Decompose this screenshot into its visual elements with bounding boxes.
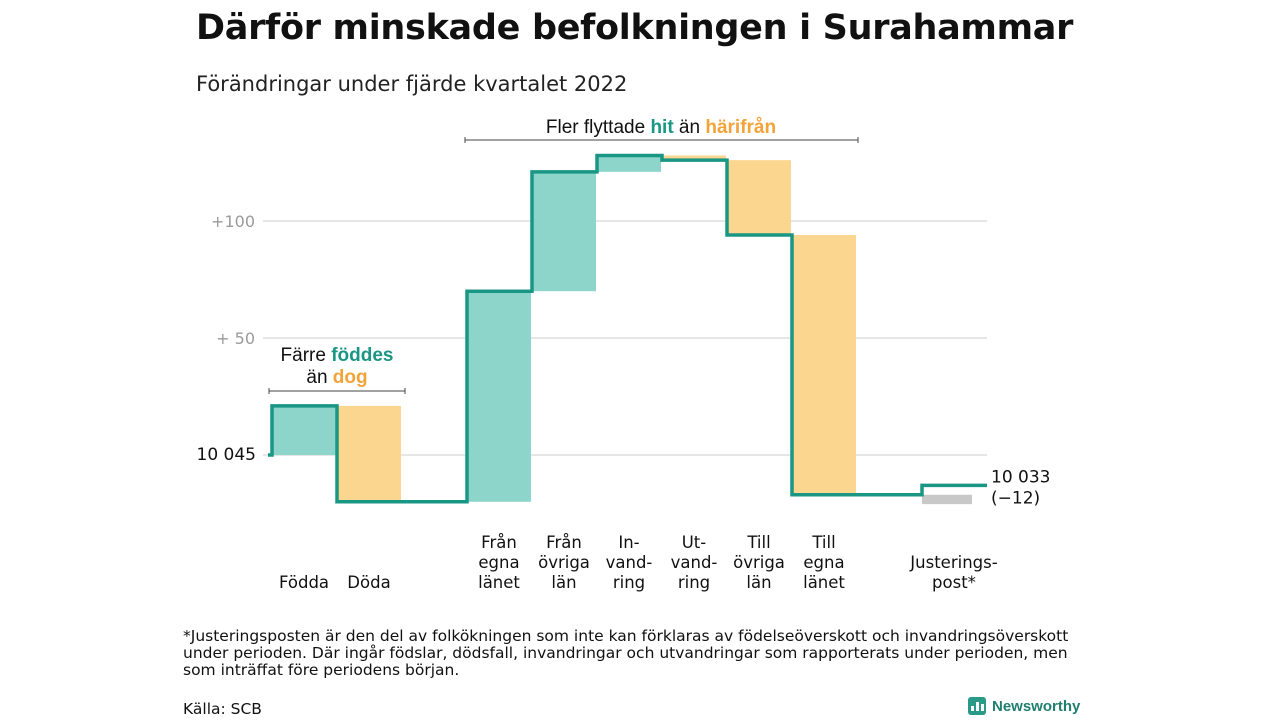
category-label: övriga	[733, 553, 785, 572]
category-label: vand-	[671, 553, 718, 572]
moves-annotation-part: än	[674, 117, 706, 138]
category-label: Ut-	[682, 533, 707, 552]
bar-2	[467, 291, 531, 502]
births-annotation-part: än	[306, 367, 332, 388]
brand-logo: Newsworthy	[968, 697, 1080, 715]
births-annotation-part: föddes	[331, 345, 393, 366]
y-tick-label: + 50	[216, 329, 255, 348]
category-label: län	[551, 573, 576, 592]
moves-annotation-part: hit	[650, 117, 674, 138]
bar-5	[662, 155, 726, 161]
category-label: Till	[811, 533, 835, 552]
category-label: Från	[481, 533, 517, 552]
bar-chart-icon	[968, 697, 986, 715]
category-label: ring	[613, 573, 645, 592]
category-label: Till	[746, 533, 770, 552]
end-change-label: (−12)	[991, 488, 1040, 508]
bar-4	[597, 155, 661, 172]
category-label: egna	[478, 553, 519, 572]
end-value-label: 10 033	[991, 467, 1050, 487]
births-annotation-line: än dog	[306, 367, 367, 388]
footnote: *Justeringsposten är den del av folkökni…	[183, 627, 1069, 679]
source-label: Källa: SCB	[183, 700, 262, 718]
category-label: ring	[678, 573, 710, 592]
category-label: län	[746, 573, 771, 592]
bar-3	[532, 171, 596, 292]
bar-8	[922, 494, 972, 505]
category-label: övriga	[538, 553, 590, 572]
category-label: Döda	[347, 573, 390, 592]
births-annotation-part: dog	[333, 367, 368, 388]
bar-7	[792, 235, 856, 495]
category-label: post*	[932, 573, 976, 592]
moves-annotation-part: Fler flyttade	[546, 117, 651, 138]
moves-annotation-part: härifrån	[705, 117, 776, 138]
chart-subtitle: Förändringar under fjärde kvartalet 2022	[196, 72, 628, 96]
bar-0	[272, 405, 336, 455]
category-label: In-	[618, 533, 639, 552]
category-label: länet	[478, 573, 520, 592]
brand-name: Newsworthy	[992, 697, 1081, 715]
category-label: Från	[546, 533, 582, 552]
births-annotation-line: Färre föddes	[281, 345, 394, 366]
chart-title: Därför minskade befolkningen i Surahamma…	[196, 8, 1074, 48]
category-label: länet	[803, 573, 845, 592]
category-label: vand-	[606, 553, 653, 572]
category-label: Födda	[279, 573, 329, 592]
category-label: egna	[803, 553, 844, 572]
category-label: Justerings-	[909, 553, 997, 572]
bar-1	[337, 405, 401, 502]
cumulative-line	[268, 153, 987, 504]
y-tick-label: +100	[211, 212, 255, 231]
bar-6	[727, 160, 791, 236]
births-annotation-part: Färre	[281, 345, 332, 366]
start-value-label: 10 045	[197, 445, 256, 465]
moves-annotation-line: Fler flyttade hit än härifrån	[546, 117, 776, 138]
